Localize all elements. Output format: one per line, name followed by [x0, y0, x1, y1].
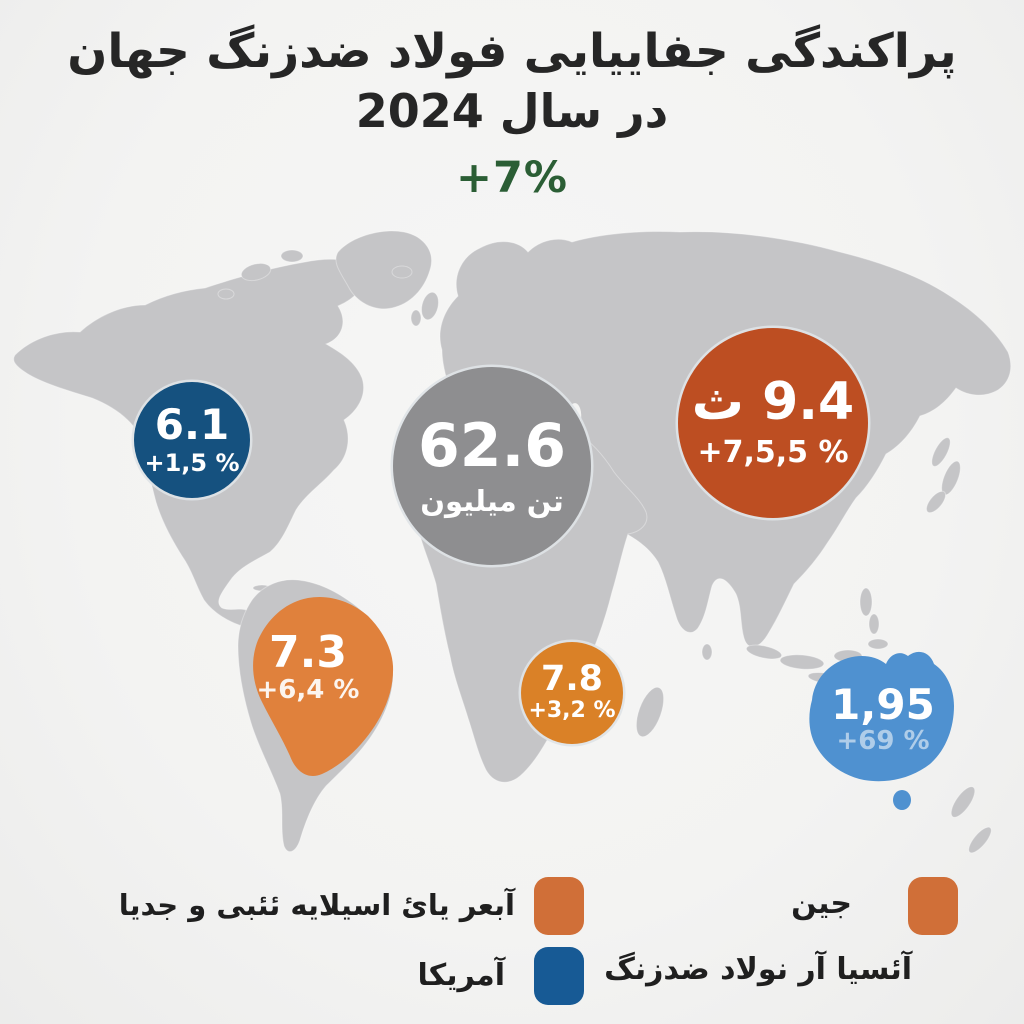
- overall-growth-value: +7%: [455, 152, 569, 203]
- bubble-africa: 7.8 +3,2 %: [521, 642, 623, 744]
- bubble-world-total-value: 62.6: [417, 410, 567, 481]
- legend-swatch-america: [534, 947, 584, 1005]
- page-title-line1: پراکندگی جفاییایی فولاد ضدزنگ جهان: [67, 24, 957, 79]
- legend-label-row2-right: آئسیا آر نولاد ضدزنگ: [604, 952, 912, 987]
- madagascar: [635, 686, 665, 738]
- label-south-america-change: +6,4 %: [256, 675, 360, 705]
- legend-label-china: جین: [791, 886, 852, 921]
- arctic-islands: [217, 249, 304, 300]
- greenland: [335, 230, 432, 310]
- bubble-north-america-value: 6.1: [154, 399, 230, 449]
- legend-label-row1-left: آبعر یائ اسیلایه ئئبی و جدیا: [118, 888, 515, 922]
- philippine-islands: [859, 587, 880, 635]
- bubble-asia-change: +7,5,5 %: [697, 435, 849, 471]
- label-south-america-value: 7.3: [269, 627, 347, 678]
- bubble-asia-value: 9.4 ث: [691, 371, 855, 432]
- british-isles: [410, 291, 439, 327]
- bubble-north-america-change: +1,5 %: [144, 448, 240, 477]
- legend-swatch-china: [908, 877, 958, 935]
- country-australia-highlight: [809, 651, 954, 810]
- bubble-north-america: 6.1 +1,5 %: [134, 382, 250, 498]
- page-title-line2: در سال 2024: [355, 84, 669, 139]
- bubble-africa-change: +3,2 %: [528, 698, 616, 724]
- bubble-world-total-unit: تن میلیون: [420, 483, 564, 518]
- bubble-asia: 9.4 ث +7,5,5 %: [678, 328, 868, 518]
- legend-label-america: آمریکا: [417, 958, 506, 993]
- sri-lanka: [701, 643, 713, 661]
- tasmania: [893, 790, 911, 810]
- bubble-world-total: 62.6 تن میلیون: [393, 367, 591, 565]
- label-australia: 1,95 +69 %: [813, 680, 953, 757]
- country-brazil-highlight: [253, 596, 394, 776]
- label-south-america: 7.3 +6,4 %: [238, 627, 378, 706]
- japan-islands: [925, 437, 961, 514]
- label-australia-value: 1,95: [831, 680, 935, 729]
- legend-swatch-row1-left: [534, 877, 584, 935]
- new-zealand: [950, 786, 992, 854]
- bubble-africa-value: 7.8: [540, 659, 603, 700]
- header: پراکندگی جفاییایی فولاد ضدزنگ جهان در سا…: [0, 0, 1024, 203]
- iceland: [391, 265, 413, 279]
- label-australia-change: +69 %: [836, 726, 930, 756]
